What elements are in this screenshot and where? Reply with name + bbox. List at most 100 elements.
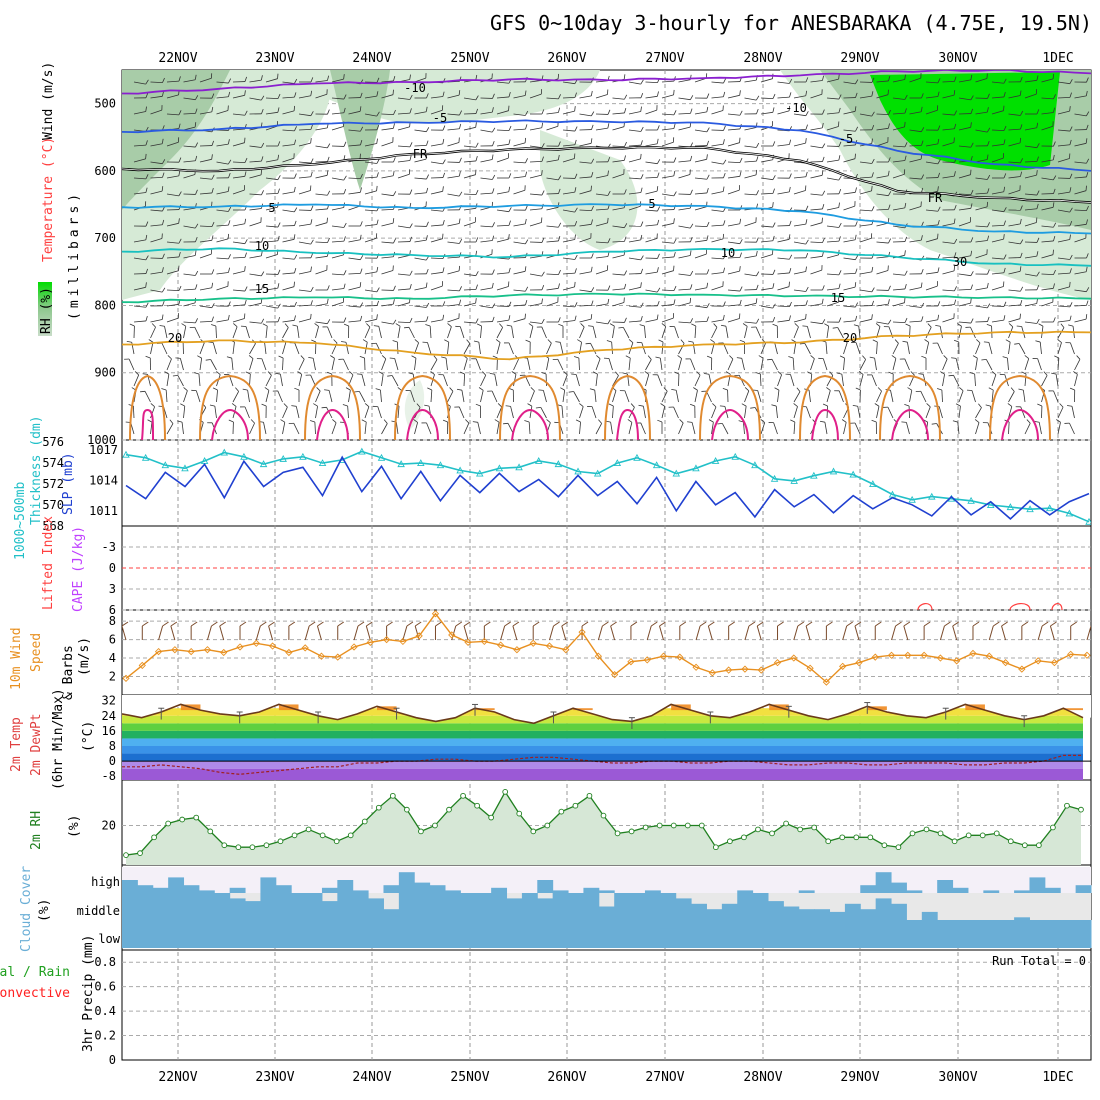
upper-wind-barb-flag [250, 419, 255, 424]
cloud-high-bar [152, 887, 169, 893]
upper-wind-barb-flag [195, 270, 199, 276]
upper-wind-barb [343, 358, 349, 371]
upper-wind-barb-flag [824, 323, 829, 327]
upper-wind-barb-flag [591, 158, 595, 164]
upper-wind-barb [942, 241, 955, 244]
lifted-index-tick: 0 [109, 561, 116, 575]
temp2m-tick: 32 [102, 694, 116, 708]
upper-wind-barb-flag [729, 355, 734, 360]
upper-wind-barb-flag [392, 218, 395, 224]
upper-wind-barb [859, 374, 864, 387]
upper-wind-barb-flag [343, 74, 345, 80]
upper-wind-barb [133, 177, 146, 180]
rh2m-marker [404, 806, 410, 813]
upper-wind-barb-flag [821, 122, 824, 128]
rh2m-marker [277, 838, 284, 845]
upper-wind-barb [579, 318, 592, 323]
upper-wind-barb-flag [987, 222, 990, 228]
upper-wind-barb-flag [657, 253, 660, 259]
upper-wind-barb-flag [854, 106, 857, 112]
upper-wind-barb [463, 160, 476, 163]
cloud-high-bar [122, 880, 138, 893]
upper-wind-barb [612, 145, 625, 148]
upper-wind-barb-flag [425, 282, 428, 288]
wind10m-barb-flag [756, 621, 764, 627]
cloud-middle-bar [783, 906, 800, 920]
cloud-low-bar [829, 920, 846, 948]
upper-wind-barb-flag [954, 286, 957, 292]
upper-wind-barb-flag [788, 315, 791, 321]
upper-wind-barb-flag [810, 355, 815, 359]
cloud-low-bar [844, 920, 861, 948]
upper-wind-barb [298, 289, 311, 292]
upper-wind-barb-flag [205, 359, 211, 361]
cloud-middle-bar [675, 898, 692, 920]
upper-wind-barb [991, 224, 1005, 227]
upper-wind-barb-flag [345, 387, 351, 391]
upper-wind-barb [265, 192, 279, 195]
upper-wind-barb [661, 289, 675, 292]
upper-wind-barb [925, 406, 931, 419]
upper-wind-barb-flag [442, 159, 446, 165]
upper-wind-barb [690, 358, 696, 371]
thickness-marker [849, 470, 857, 478]
upper-wind-barb [265, 78, 278, 83]
wind10m-speed-marker [904, 651, 912, 659]
upper-wind-barb-flag [921, 93, 924, 99]
upper-wind-barb [381, 127, 394, 131]
upper-wind-barb [232, 318, 245, 323]
upper-wind-barb [925, 271, 938, 275]
rh2m-marker [628, 828, 635, 835]
upper-wind-barb [876, 406, 880, 419]
upper-wind-barb [777, 272, 790, 275]
upper-wind-barb [955, 358, 960, 371]
wind10m-speed-marker [725, 666, 733, 674]
thickness-tick: 572 [42, 477, 64, 491]
upper-wind-barb-flag [854, 234, 857, 240]
upper-wind-barb-flag [712, 403, 717, 408]
upper-wind-barb [480, 111, 493, 115]
upper-wind-barb [562, 286, 575, 291]
upper-wind-barb [166, 241, 179, 244]
upper-wind-barb-flag [936, 388, 942, 391]
upper-wind-barb-flag [491, 107, 494, 113]
temp-hot-band [376, 706, 397, 711]
upper-wind-barb [909, 305, 922, 308]
cloud-low-bar [337, 920, 354, 948]
upper-wind-barb-flag [624, 141, 627, 147]
upper-wind-barb [183, 302, 196, 307]
rh-legend-swatch [38, 282, 52, 336]
upper-wind-barb [678, 79, 691, 83]
rh2m-marker [446, 806, 452, 813]
upper-wind-barb-flag [162, 125, 165, 131]
upper-wind-barb-flag [739, 157, 743, 163]
thickness-marker [417, 459, 425, 467]
upper-wind-barb [429, 326, 432, 339]
upper-wind-barb [727, 175, 740, 179]
upper-wind-barb [975, 358, 978, 371]
upper-wind-barb-flag [756, 237, 759, 243]
upper-wind-barb-flag [409, 108, 412, 114]
upper-wind-barb [727, 304, 740, 307]
upper-wind-barb-flag [640, 174, 644, 180]
upper-wind-barb-flag [904, 202, 907, 208]
upper-wind-barb-flag [887, 170, 890, 176]
upper-wind-barb-flag [1085, 314, 1088, 320]
upper-wind-barb-flag [442, 138, 445, 144]
temp2m-line [122, 703, 1084, 725]
upper-wind-barb-flag [541, 122, 544, 128]
upper-wind-barb-flag [145, 268, 149, 274]
upper-wind-barb [513, 223, 526, 227]
upper-wind-barb-flag [987, 174, 991, 180]
rh2m-marker [249, 844, 256, 851]
upper-wind-barb-flag [690, 236, 693, 242]
cloud-middle-bar [398, 893, 415, 920]
bottom-date-label: 1DEC [1042, 1070, 1073, 1085]
upper-wind-barb [773, 422, 778, 435]
upper-wind-barb-flag [195, 142, 199, 148]
bottom-date-label: 25NOV [450, 1070, 489, 1085]
upper-wind-barb-flag [284, 323, 289, 328]
upper-wind-barb-flag [673, 218, 675, 224]
upper-wind-barb-flag [970, 74, 973, 80]
hot-contour [511, 408, 549, 440]
